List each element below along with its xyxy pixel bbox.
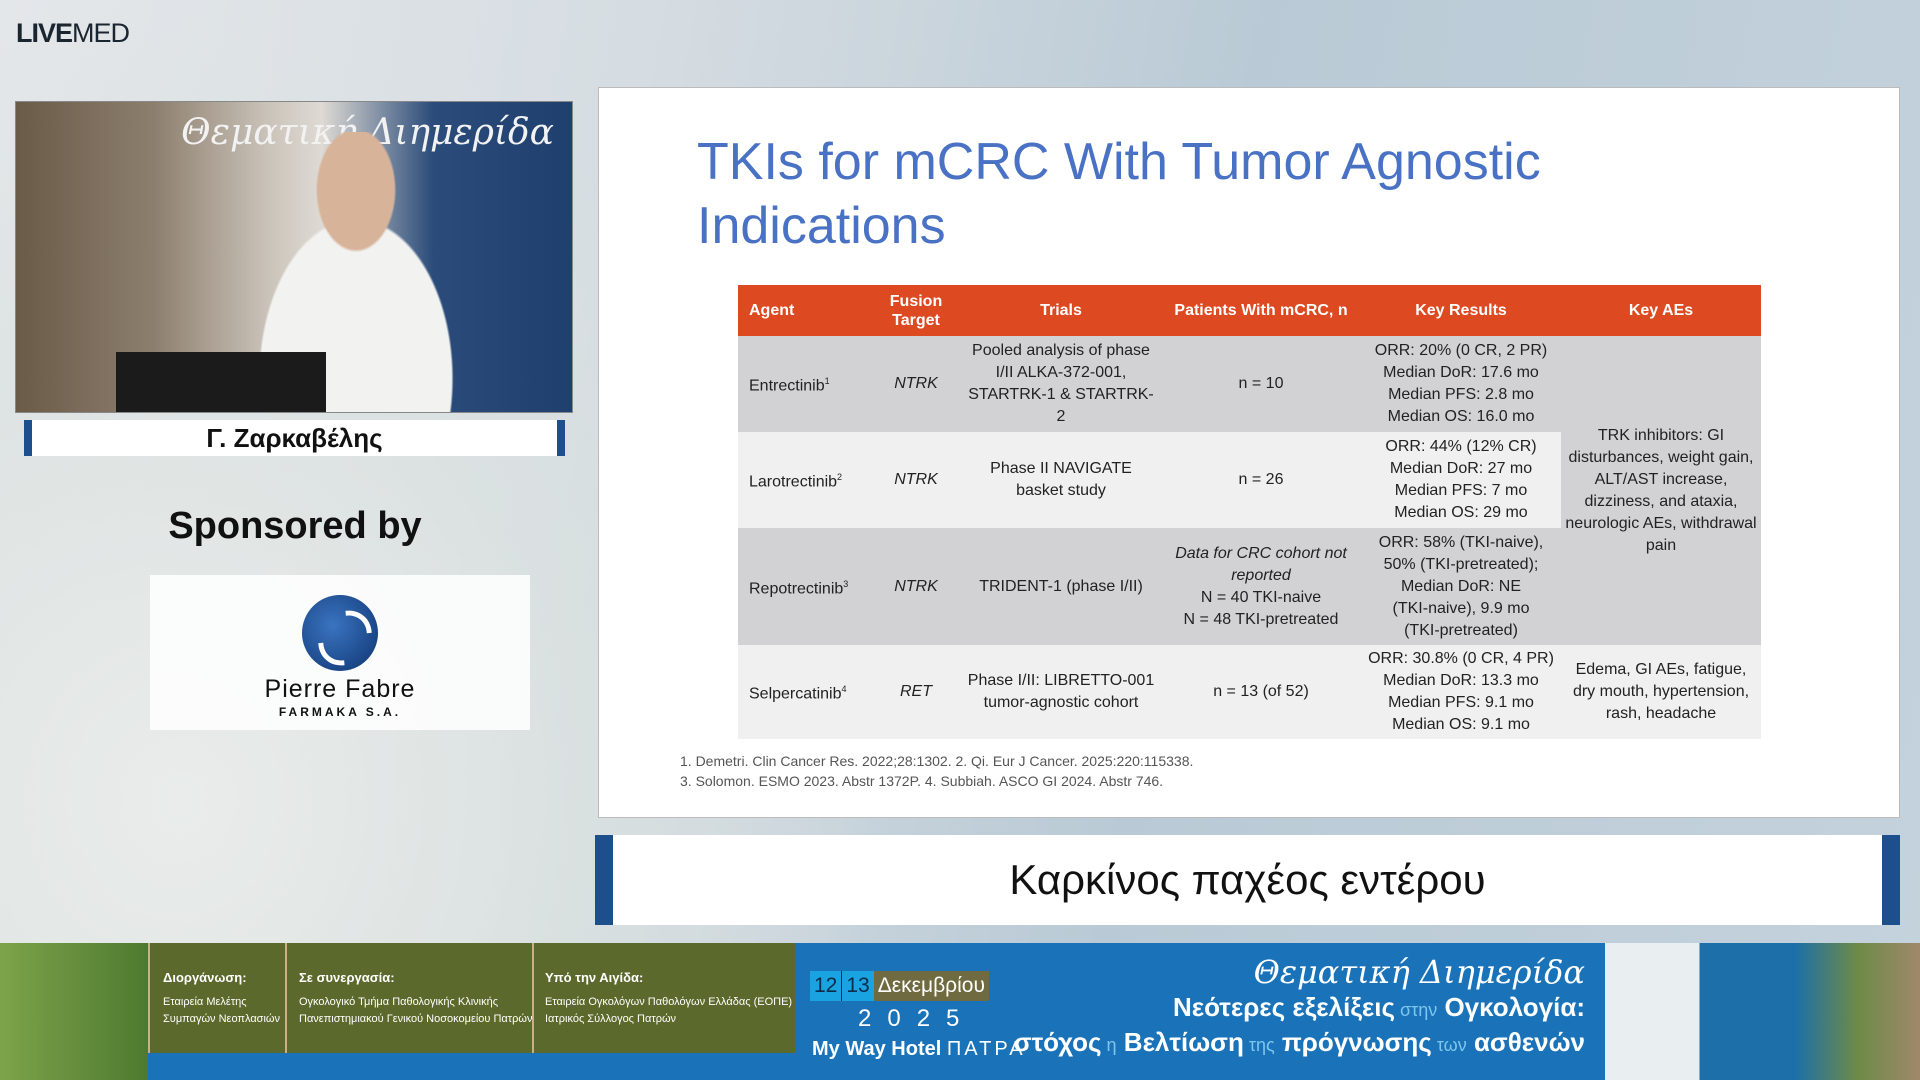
topic-caption: Καρκίνος παχέος εντέρου <box>595 835 1900 925</box>
livemed-logo: LIVEMED <box>16 18 130 48</box>
patients-cell: n = 26 <box>1161 432 1361 528</box>
subtitle-word: η <box>1101 1035 1117 1055</box>
trials-cell: TRIDENT-1 (phase I/II) <box>961 528 1161 645</box>
event-banner: Διοργάνωση: Εταιρεία Μελέτης Συμπαγών Νεοπ… <box>0 943 1920 1080</box>
table-row: Entrectinib1 NTRK Pooled analysis of pha… <box>738 336 1761 645</box>
col-key-results: Key Results <box>1361 285 1561 336</box>
col-agent: Agent <box>738 285 871 336</box>
event-dates: 12 13 Δεκεμβρίου <box>810 971 989 1001</box>
table-row: Larotrectinib2 NTRK Phase II NAVIGATE ba… <box>738 432 1761 528</box>
event-subtitle-line2: στόχος η Βελτίωση της πρόγνωσης των ασθε… <box>1014 1026 1585 1061</box>
cooperation-block: Σε συνεργασία: Ογκολογικό Τμήμα Παθολογικ… <box>299 970 533 1025</box>
trk-aes-cell: TRK inhibitors: GI disturbances, weight … <box>1561 336 1761 645</box>
organizer-block: Διοργάνωση: Εταιρεία Μελέτης Συμπαγών Νεοπ… <box>163 970 281 1025</box>
event-title: Θεματική Διημερίδα <box>1253 953 1585 991</box>
banner-art-left <box>0 943 148 1080</box>
sponsor-name: Pierre Fabre <box>264 675 416 703</box>
trials-cell: Phase I/II: LIBRETTO-001 tumor-agnostic … <box>961 645 1161 739</box>
subtitle-word: Νεότερες εξελίξεις <box>1172 992 1395 1022</box>
agent-cell: Entrectinib1 <box>738 336 871 432</box>
presentation-slide: TKIs for mCRC With Tumor Agnostic Indica… <box>598 87 1900 818</box>
banner-art-right <box>1605 943 1920 1080</box>
patients-cell: n = 13 (of 52) <box>1161 645 1361 739</box>
pierre-fabre-icon <box>302 595 378 671</box>
subtitle-word: Βελτίωση <box>1116 1027 1244 1057</box>
results-cell: ORR: 30.8% (0 CR, 4 PR) Median DoR: 13.3 … <box>1361 645 1561 739</box>
subtitle-word: Ογκολογία: <box>1437 992 1585 1022</box>
target-cell: NTRK <box>871 432 961 528</box>
sponsor-subtitle: FARMAKA S.A. <box>278 705 402 719</box>
subtitle-word: των <box>1431 1035 1467 1055</box>
tki-table: Agent Fusion Target Trials Patients With… <box>738 285 1761 739</box>
results-cell: ORR: 44% (12% CR) Median DoR: 27 mo Median… <box>1361 432 1561 528</box>
subtitle-word: ασθενών <box>1466 1027 1585 1057</box>
event-subtitle-line1: Νεότερες εξελίξεις στην Ογκολογία: <box>1014 991 1585 1026</box>
laptop <box>116 352 326 412</box>
table-row: Repotrectinib3 NTRK TRIDENT-1 (phase I/I… <box>738 528 1761 645</box>
patients-cell: n = 10 <box>1161 336 1361 432</box>
agent-cell: Selpercatinib4 <box>738 645 871 739</box>
event-venue: My Way Hotel ΠΑΤΡΑ <box>812 1038 1026 1060</box>
target-cell: RET <box>871 645 961 739</box>
trials-cell: Phase II NAVIGATE basket study <box>961 432 1161 528</box>
col-trials: Trials <box>961 285 1161 336</box>
sponsored-label: Sponsored by <box>168 505 422 547</box>
subtitle-word: στην <box>1394 1000 1438 1020</box>
table-row: Selpercatinib4 RET Phase I/II: LIBRETTO-… <box>738 645 1761 739</box>
subtitle-word: στόχος <box>1013 1027 1102 1057</box>
subtitle-word: πρόγνωσης <box>1274 1027 1432 1057</box>
slide-title: TKIs for mCRC With Tumor Agnostic Indica… <box>697 133 1541 255</box>
target-cell: NTRK <box>871 336 961 432</box>
sponsor-logo: Pierre Fabre FARMAKA S.A. <box>150 575 530 730</box>
trials-cell: Pooled analysis of phase I/II ALKA-372-0… <box>961 336 1161 432</box>
results-cell: ORR: 58% (TKI-naive), 50% (TKI-pretreated… <box>1361 528 1561 645</box>
speaker-name: Γ. Ζαρκαβέλης <box>24 420 565 456</box>
target-cell: NTRK <box>871 528 961 645</box>
agent-cell: Larotrectinib2 <box>738 432 871 528</box>
table-header-row: Agent Fusion Target Trials Patients With… <box>738 285 1761 336</box>
event-year: 2025 <box>858 1005 976 1032</box>
agent-cell: Repotrectinib3 <box>738 528 871 645</box>
divider <box>285 943 287 1053</box>
aes-cell: Edema, GI AEs, fatigue, dry mouth, hyper… <box>1561 645 1761 739</box>
col-fusion-target: Fusion Target <box>871 285 961 336</box>
results-cell: ORR: 20% (0 CR, 2 PR) Median DoR: 17.6 mo… <box>1361 336 1561 432</box>
col-key-aes: Key AEs <box>1561 285 1761 336</box>
divider <box>148 943 150 1053</box>
speaker-video: Θεματική Διημερίδα <box>15 101 573 413</box>
divider <box>532 943 534 1053</box>
col-patients: Patients With mCRC, n <box>1161 285 1361 336</box>
subtitle-word: της <box>1243 1035 1275 1055</box>
auspices-block: Υπό την Αιγίδα: Εταιρεία Ογκολόγων Παθολό… <box>545 970 793 1025</box>
event-title-block: Θεματική Διημερίδα Νεότερες εξελίξεις στ… <box>1014 953 1585 1061</box>
footnotes: 1. Demetri. Clin Cancer Res. 2022;28:130… <box>680 753 1194 789</box>
patients-cell: Data for CRC cohort not reported N = 40 T… <box>1161 528 1361 645</box>
